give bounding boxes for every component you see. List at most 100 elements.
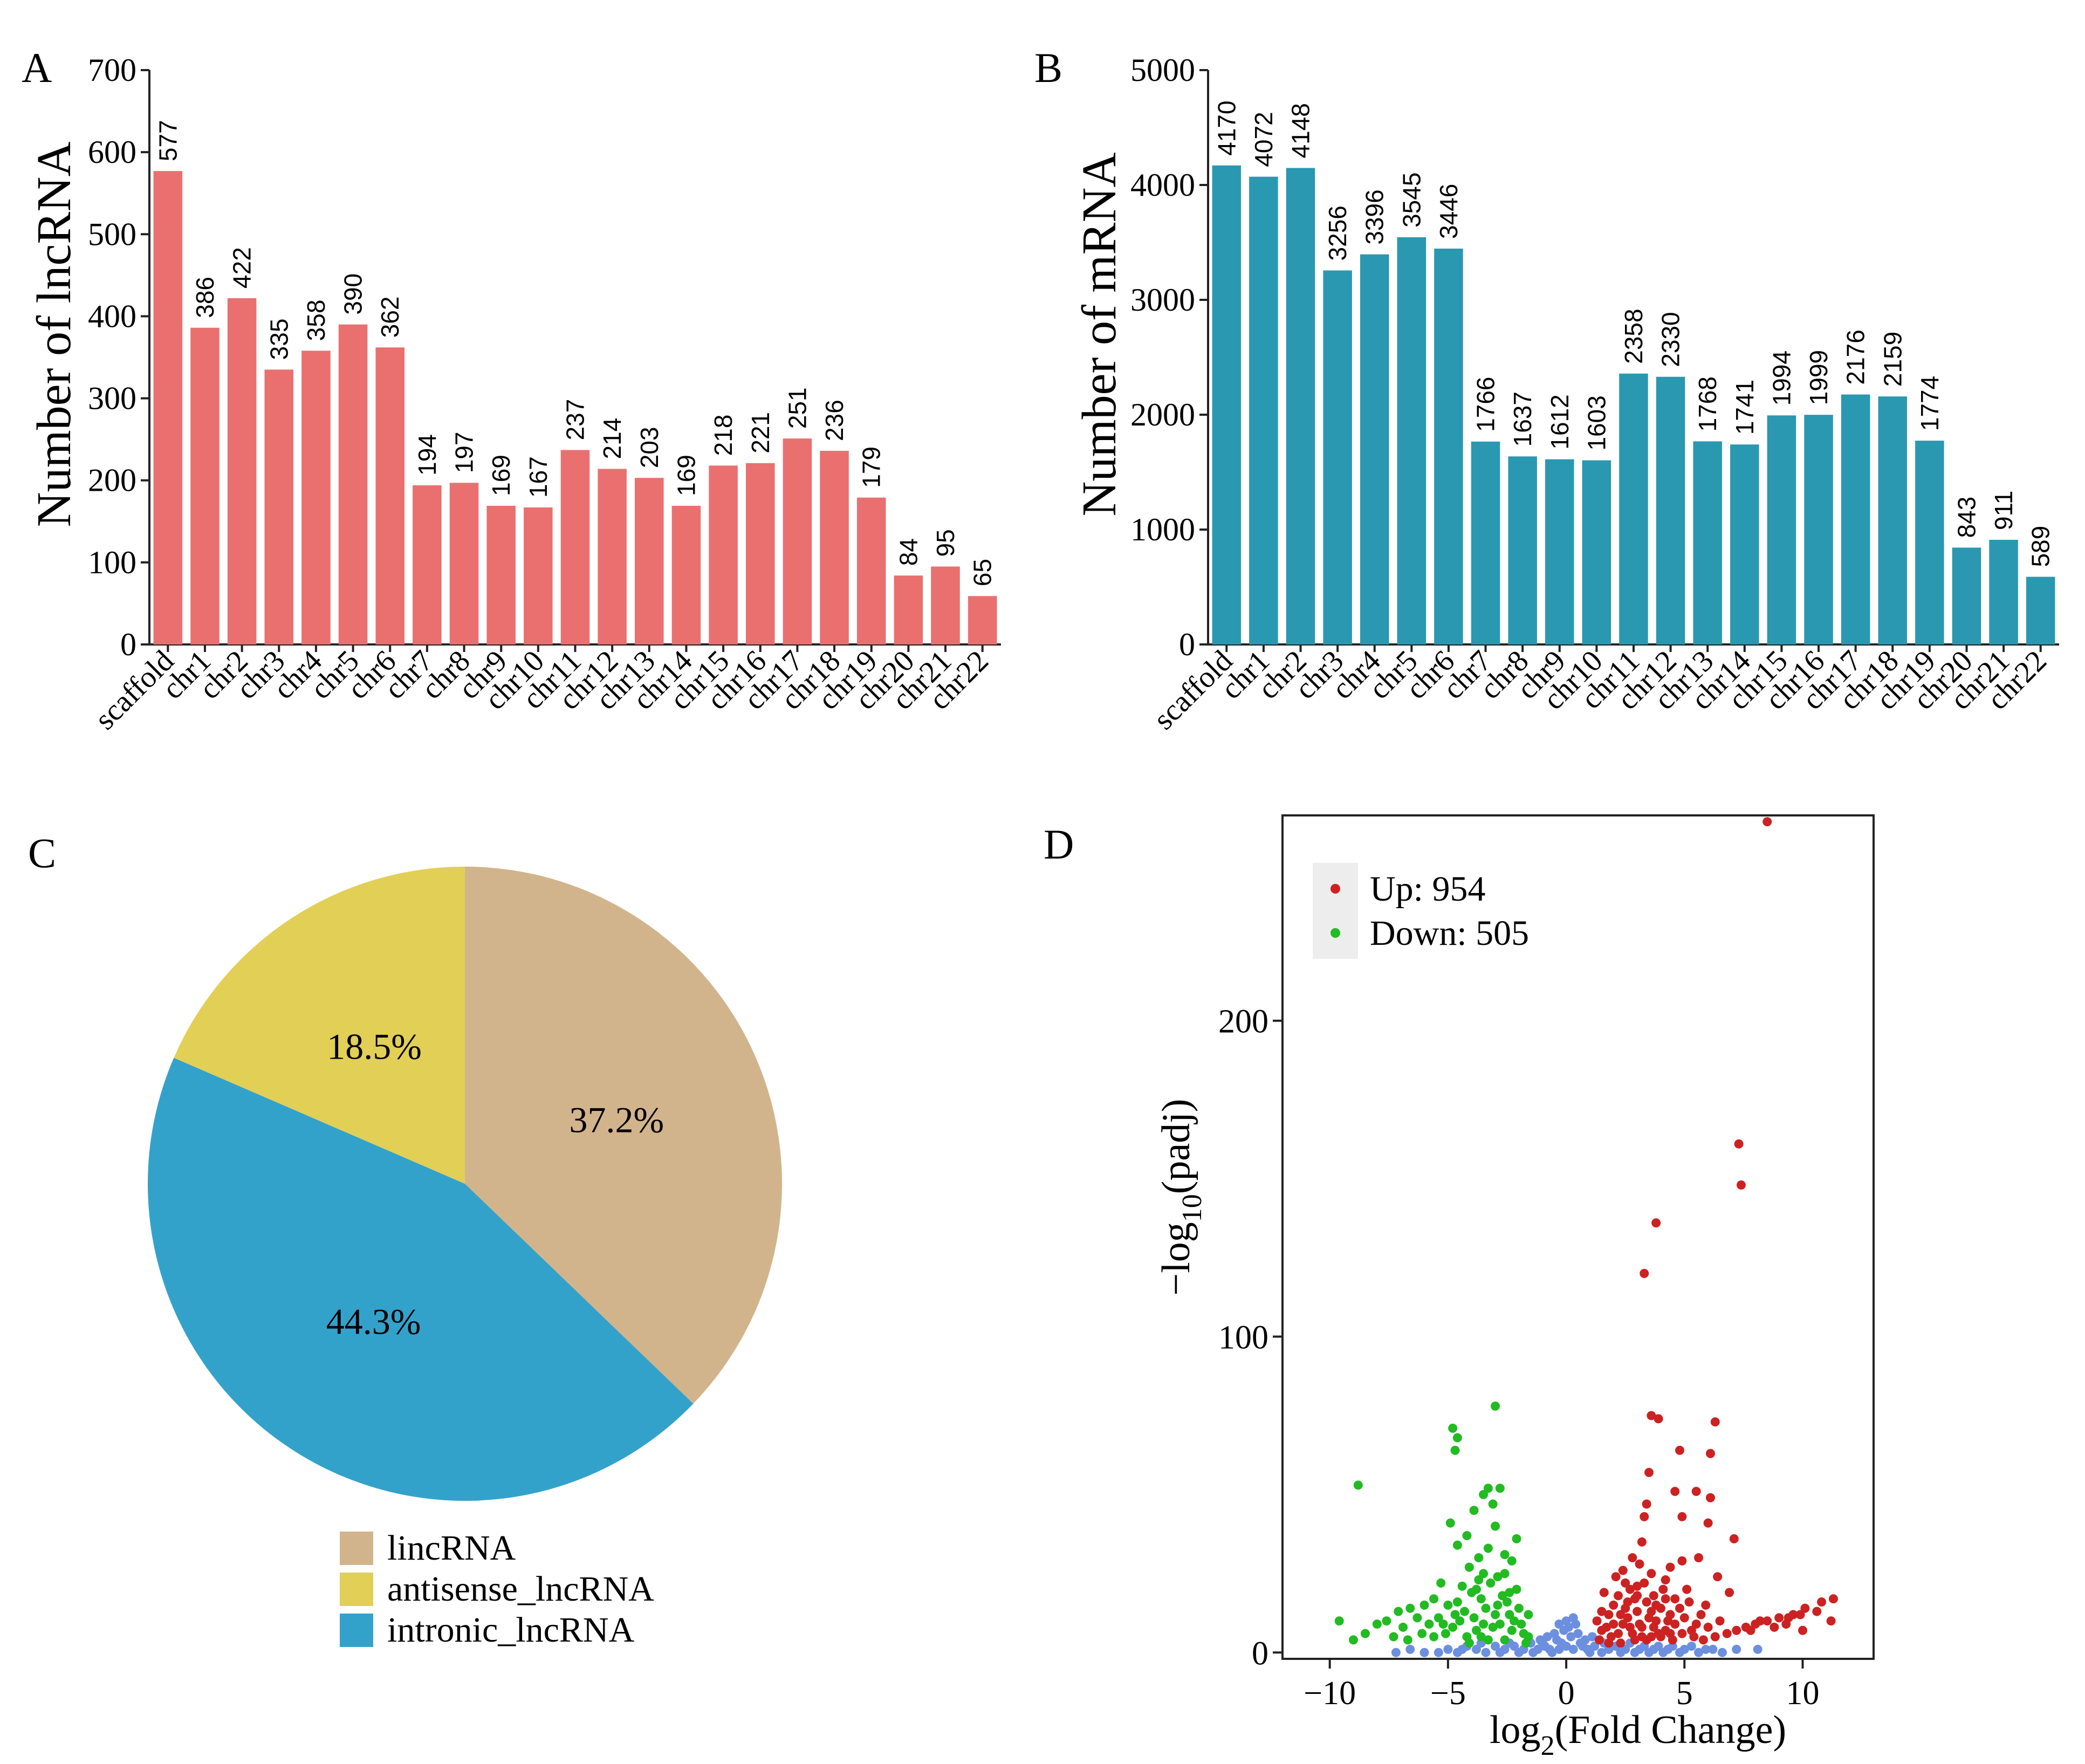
panelA-bar-chr13 <box>635 478 664 644</box>
panel-a-axes: 0 100 200 300 400 500 600 700 <box>88 52 1001 662</box>
panel-d-point <box>1635 1559 1644 1569</box>
panelB-value-label: 2358 <box>1620 308 1648 363</box>
panel-d-point <box>1694 1648 1704 1657</box>
panel-d-point <box>1736 1180 1746 1190</box>
panel-c-legend-label: antisense_lncRNA <box>387 1569 654 1609</box>
panel-d-point <box>1691 1619 1701 1629</box>
panel-d-point <box>1353 1480 1363 1490</box>
panelB-bar-chr21 <box>1989 539 2018 644</box>
panel-d-point <box>1495 1648 1505 1657</box>
panel-d-point <box>1649 1622 1658 1632</box>
panelA-bar-chr21 <box>931 566 960 644</box>
panel-d-point <box>1349 1635 1359 1645</box>
panel-d-point <box>1604 1644 1614 1654</box>
panel-d-point <box>1469 1613 1479 1623</box>
panelB-bar-chr10 <box>1582 460 1611 644</box>
panel-d-point <box>1684 1597 1694 1607</box>
panel-d-point <box>1599 1588 1609 1597</box>
panel-d-point <box>1457 1644 1467 1654</box>
panel-d-point <box>1505 1588 1514 1597</box>
panel-d-point <box>1609 1619 1618 1629</box>
panel-d-point <box>1476 1638 1486 1648</box>
panel-c-label: C <box>28 829 56 876</box>
panelA-bar-chr20 <box>894 575 923 644</box>
panel-d-point <box>1469 1506 1479 1515</box>
panel-d-xlabel-sub: 2 <box>1541 1731 1555 1761</box>
panelA-bar-chr14 <box>671 505 701 644</box>
panel-d-point <box>1495 1484 1505 1493</box>
panelA-value-label: 194 <box>413 434 441 476</box>
panel-d-point <box>1556 1638 1566 1648</box>
panel-d-point <box>1438 1619 1448 1629</box>
panel-d-legend-key-background <box>1313 863 1358 959</box>
panel-d-xlabel-rest: (Fold Change) <box>1555 1708 1787 1752</box>
panel-d-point <box>1561 1616 1571 1626</box>
panel-c-slice-labels: 37.2% 44.3% 18.5% <box>326 1026 664 1342</box>
panelB-value-label: 1612 <box>1546 394 1574 449</box>
panel-d-point <box>1661 1575 1670 1585</box>
panel-d-point <box>1679 1613 1689 1623</box>
panelA-bar-chr2 <box>227 298 257 644</box>
panelA-y-tick-label: 300 <box>88 381 136 416</box>
panel-d-point <box>1542 1632 1552 1642</box>
panelA-value-label: 169 <box>672 455 700 496</box>
panel-d-point <box>1618 1619 1628 1629</box>
panel-d-point <box>1694 1553 1704 1563</box>
panel-d-point <box>1405 1644 1415 1654</box>
panel-d-point <box>1578 1642 1588 1651</box>
panel-d-point <box>1389 1632 1398 1642</box>
panel-d-y-tick-label: 100 <box>1218 1320 1268 1356</box>
panel-d-x-axis-title: log2(Fold Change) <box>1490 1708 1786 1761</box>
panel-d-point <box>1630 1594 1640 1604</box>
panel-c-slice-label: 37.2% <box>570 1099 664 1140</box>
panel-d-point <box>1616 1638 1626 1648</box>
panelA-value-label: 335 <box>265 319 293 360</box>
panel-d-point <box>1545 1644 1554 1654</box>
panel-d-legend: Up: 954 Down: 505 <box>1313 863 1529 959</box>
panel-d-point <box>1817 1597 1827 1607</box>
panelB-bar-chr8 <box>1508 456 1537 644</box>
panelA-value-label: 218 <box>709 415 737 456</box>
panel-d-point <box>1647 1411 1656 1420</box>
panel-d-point <box>1769 1622 1779 1632</box>
panel-d-point <box>1419 1600 1429 1610</box>
panelA-value-label: 390 <box>339 273 367 315</box>
panel-d-point <box>1746 1625 1755 1635</box>
panel-d-point <box>1670 1487 1680 1497</box>
panel-d-legend-marker <box>1330 884 1340 894</box>
panel-d-point <box>1602 1622 1611 1632</box>
panel-d-point <box>1651 1218 1661 1228</box>
panel-d-point <box>1623 1613 1633 1623</box>
panelB-value-label: 911 <box>1990 491 2018 530</box>
panel-d-point <box>1706 1493 1716 1502</box>
panelA-y-tick-label: 700 <box>88 52 136 88</box>
panel-d-point <box>1640 1578 1649 1588</box>
panel-d-point <box>1701 1644 1711 1654</box>
panelA-value-label: 362 <box>376 296 404 338</box>
panel-d-point <box>1628 1553 1637 1563</box>
panelA-bar-chr22 <box>968 596 997 644</box>
panel-d-point <box>1450 1610 1460 1619</box>
panel-d-point <box>1498 1591 1507 1601</box>
panel-d-point <box>1642 1597 1651 1607</box>
panel-d-point <box>1450 1445 1460 1455</box>
panel-d-point <box>1654 1642 1663 1651</box>
panel-d-point <box>1670 1619 1680 1629</box>
panelA-value-label: 197 <box>450 432 478 473</box>
panel-d-point <box>1510 1616 1519 1626</box>
panelA-value-label: 214 <box>598 418 626 459</box>
panel-d-point <box>1491 1401 1500 1411</box>
panel-d-point <box>1701 1600 1711 1610</box>
panelB-bar-chr4 <box>1360 254 1389 645</box>
panel-d-point <box>1382 1616 1391 1626</box>
panel-c-legend-swatch <box>340 1573 373 1606</box>
panel-d-point <box>1491 1521 1500 1531</box>
panel-d-x-tick-label: −10 <box>1304 1675 1356 1712</box>
panel-d-point <box>1568 1613 1578 1623</box>
panelB-value-label: 1766 <box>1472 376 1500 431</box>
panelB-bar-chr22 <box>2026 576 2055 644</box>
panel-d-point <box>1663 1644 1673 1654</box>
panel-d-point <box>1443 1600 1453 1610</box>
panel-d-point <box>1419 1648 1429 1657</box>
panel-d-ylabel-rest: (padj) <box>1154 1099 1198 1195</box>
